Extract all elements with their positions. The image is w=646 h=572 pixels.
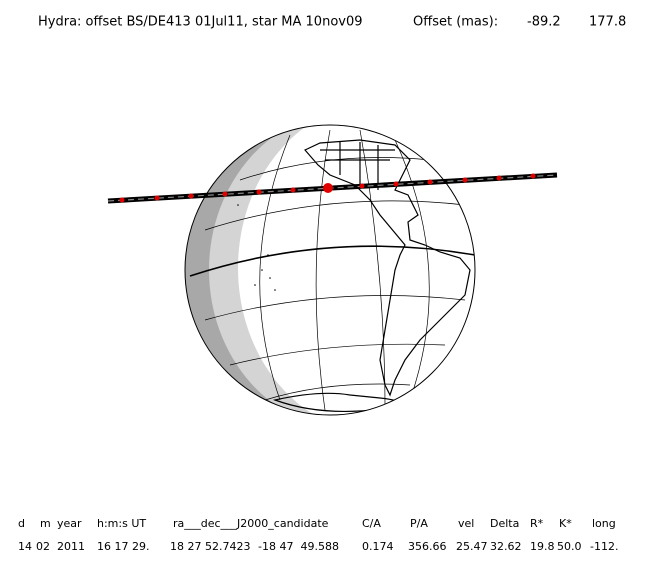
column-header: d	[18, 517, 25, 530]
title: Hydra: offset BS/DE413 01Jul11, star MA …	[38, 15, 363, 30]
table-cell: 16 17 29.	[97, 540, 149, 553]
table-cell: 18 27 52.7423	[170, 540, 250, 553]
occultation-track	[107, 172, 558, 204]
column-header: P/A	[410, 517, 428, 530]
offset-value: 177.8	[589, 15, 626, 30]
table-cell: 356.66	[408, 540, 447, 553]
column-header: year	[57, 517, 82, 530]
column-header: K*	[559, 517, 572, 530]
column-header: vel	[458, 517, 474, 530]
event-table: d m year h:m:s UT ra___dec___J2000_candidate…	[18, 517, 618, 553]
column-header: C/A	[362, 517, 381, 530]
offset-label: Offset (mas):	[413, 15, 498, 30]
offset-value: -89.2	[527, 15, 561, 30]
table-cell: -18 47 49.588	[258, 540, 339, 553]
table-cell: 0.174	[362, 540, 394, 553]
table-cell: 14	[18, 540, 32, 553]
column-header: Delta	[490, 517, 519, 530]
table-cell: -112.	[590, 540, 618, 553]
column-header: m	[40, 517, 51, 530]
table-cell: 25.47	[456, 540, 488, 553]
table-cell: 50.0	[557, 540, 582, 553]
globe	[184, 124, 476, 416]
table-cell: 2011	[57, 540, 85, 553]
table-cell: 32.62	[490, 540, 522, 553]
table-cell: 19.8	[530, 540, 555, 553]
column-header: long	[592, 517, 616, 530]
column-header: R*	[530, 517, 544, 530]
column-header: ra___dec___J2000_candidate	[173, 517, 329, 530]
table-cell: 02	[36, 540, 50, 553]
column-header: h:m:s UT	[97, 517, 146, 530]
